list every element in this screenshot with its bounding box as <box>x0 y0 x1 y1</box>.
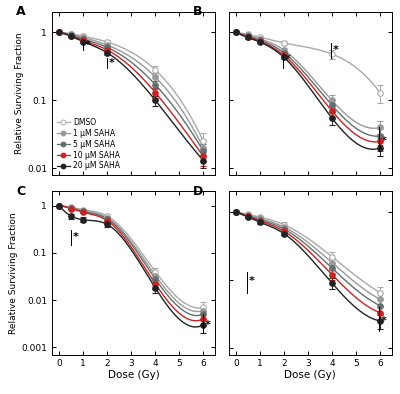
Y-axis label: Relative Surviving Fraction: Relative Surviving Fraction <box>10 212 18 334</box>
Y-axis label: Relative Surviving Fraction: Relative Surviving Fraction <box>15 33 24 154</box>
Text: *: * <box>381 136 387 146</box>
Text: A: A <box>16 5 26 18</box>
X-axis label: Dose (Gy): Dose (Gy) <box>108 370 160 380</box>
Text: *: * <box>205 320 210 330</box>
Legend: DMSO, 1 μM SAHA, 5 μM SAHA, 10 μM SAHA, 20 μM SAHA: DMSO, 1 μM SAHA, 5 μM SAHA, 10 μM SAHA, … <box>56 117 121 171</box>
Text: *: * <box>381 316 387 326</box>
Text: *: * <box>108 58 114 67</box>
Text: *: * <box>249 277 255 286</box>
Text: *: * <box>72 232 78 242</box>
Text: *: * <box>84 40 90 50</box>
Text: *: * <box>333 45 339 55</box>
Text: B: B <box>192 5 202 18</box>
Text: D: D <box>192 185 203 198</box>
X-axis label: Dose (Gy): Dose (Gy) <box>284 370 336 380</box>
Text: *: * <box>285 54 291 64</box>
Text: C: C <box>16 185 25 198</box>
